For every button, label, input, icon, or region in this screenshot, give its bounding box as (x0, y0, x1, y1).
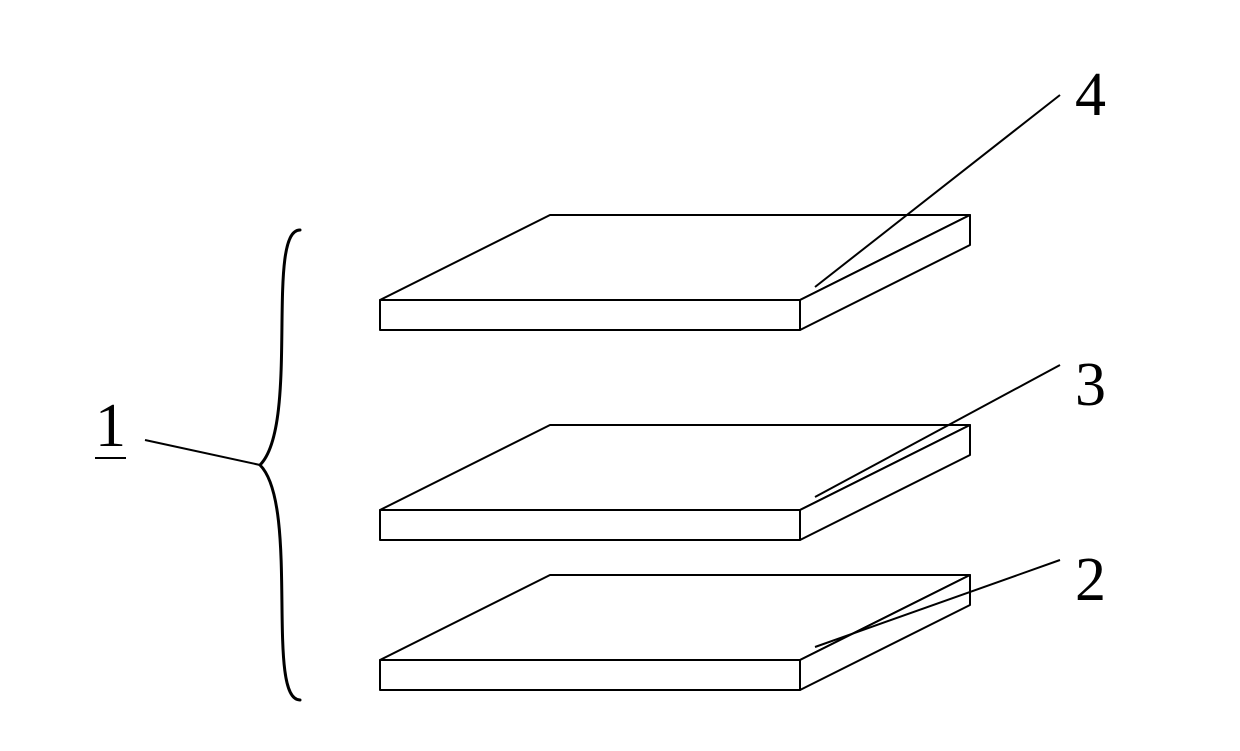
label-1: 1 (95, 395, 126, 459)
label-3: 3 (1075, 350, 1106, 421)
layer-middle-front-face (380, 510, 800, 540)
label-2: 2 (1075, 545, 1106, 616)
label-4: 4 (1075, 60, 1106, 131)
layer-bottom-front-face (380, 660, 800, 690)
layer-top-front-face (380, 300, 800, 330)
diagram-svg (0, 0, 1240, 751)
group-brace (260, 230, 300, 700)
leader-1 (145, 440, 260, 465)
